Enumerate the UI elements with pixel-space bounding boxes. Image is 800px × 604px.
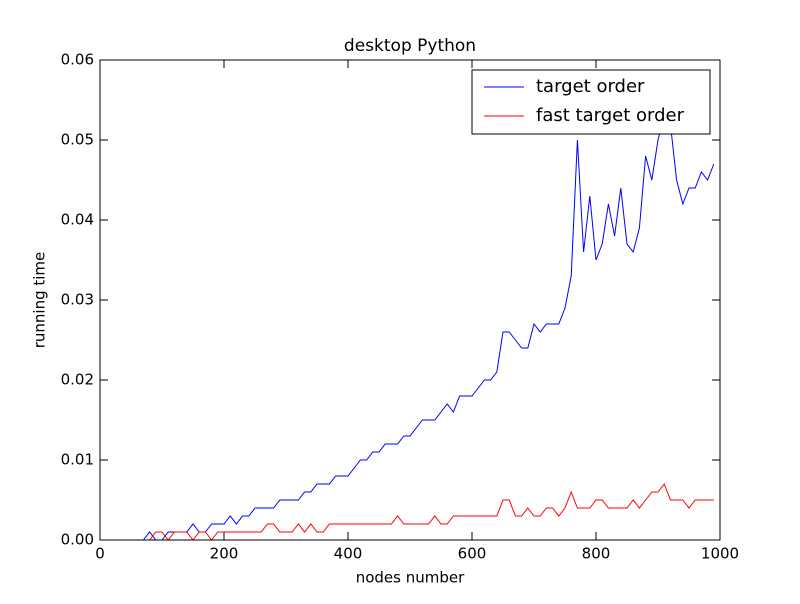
x-tick-label: 800 (582, 545, 611, 563)
legend-label: fast target order (536, 105, 685, 126)
data-line (100, 482, 714, 540)
x-tick-label: 600 (458, 545, 487, 563)
legend-box (471, 69, 711, 135)
legend-label: target order (536, 76, 645, 97)
x-tick-label: 400 (334, 545, 363, 563)
y-tick-label: 0.01 (61, 451, 94, 469)
plot-frame (99, 59, 721, 541)
x-tick-label: 200 (210, 545, 239, 563)
y-tick-label: 0.02 (61, 371, 94, 389)
y-tick-label: 0.05 (61, 131, 94, 149)
y-axis-label: running time (31, 252, 49, 349)
y-tick-label: 0.00 (61, 531, 94, 549)
x-tick-label: 0 (95, 545, 105, 563)
data-line (100, 114, 715, 540)
y-tick-label: 0.03 (61, 291, 94, 309)
chart-title: desktop Python (344, 36, 476, 56)
x-axis-label: nodes number (356, 569, 465, 587)
y-tick-label: 0.04 (61, 211, 94, 229)
y-tick-label: 0.06 (61, 51, 94, 69)
x-tick-label: 1000 (701, 545, 739, 563)
